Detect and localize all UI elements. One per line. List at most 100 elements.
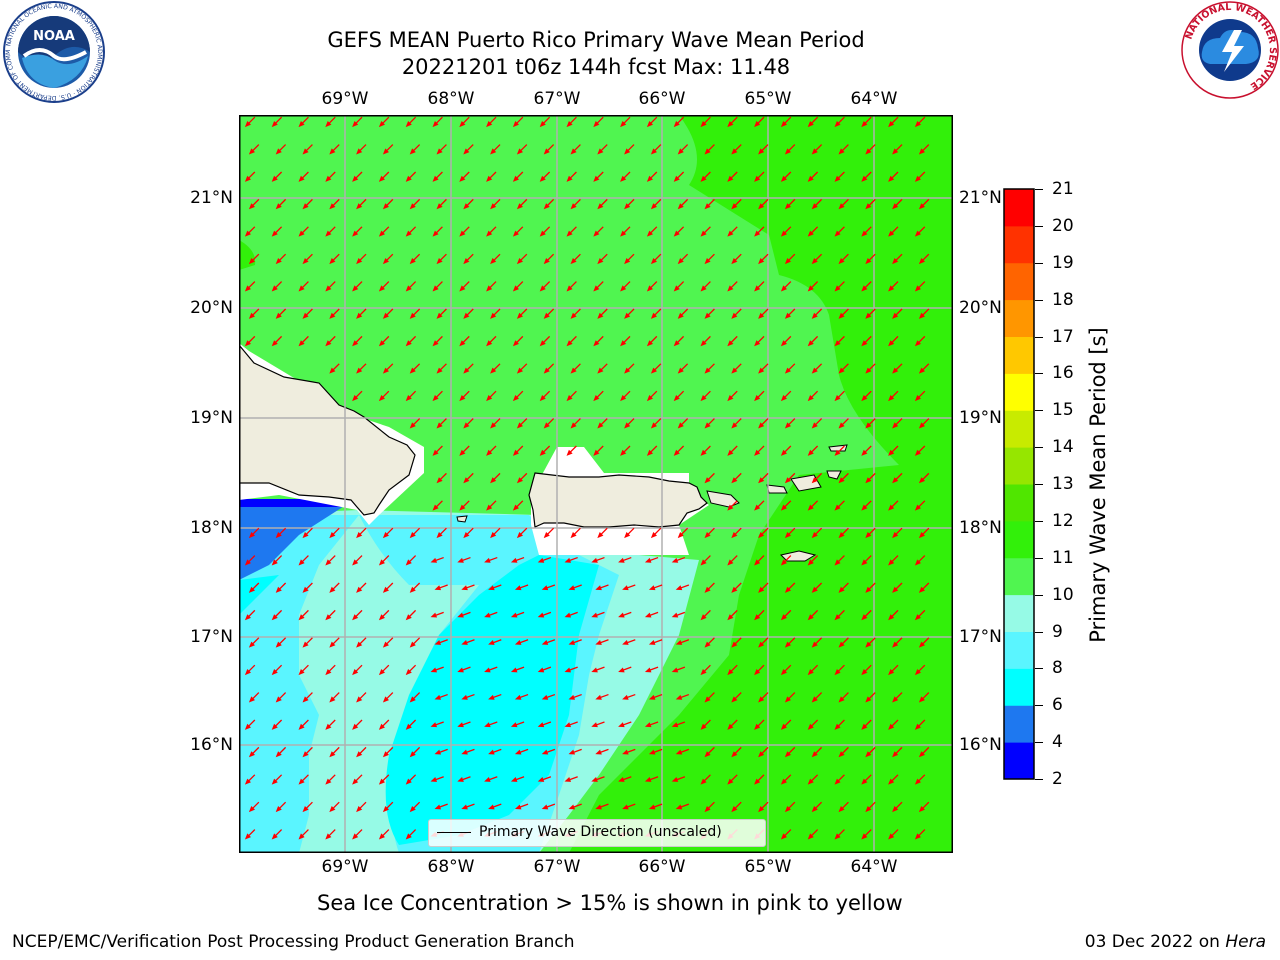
wave-arrow-head — [671, 722, 679, 728]
wave-arrow-head — [486, 395, 493, 402]
wave-arrow-head — [486, 340, 493, 347]
wave-arrow-head — [568, 694, 576, 700]
wave-arrow-head — [593, 230, 600, 237]
wave-arrow-head — [244, 559, 251, 566]
wave-arrow-head — [888, 723, 895, 730]
wave-arrow-head — [244, 723, 251, 730]
wave-arrow-head — [568, 640, 576, 645]
wave-arrow-head — [271, 833, 278, 840]
wave-arrow-head — [488, 804, 495, 810]
wave-arrow-head — [865, 312, 872, 319]
wave-arrow-head — [673, 121, 680, 128]
wave-arrow-head — [618, 557, 625, 563]
wave-arrow-head — [591, 612, 598, 618]
wave-arrow-head — [648, 640, 656, 645]
wave-arrow-head — [918, 148, 925, 155]
wave-arrow-head — [488, 694, 495, 700]
wave-arrow-head — [892, 422, 899, 429]
wave-arrow-head — [461, 640, 468, 645]
wave-arrow-head — [704, 751, 711, 758]
wave-arrow-head — [382, 532, 389, 539]
wave-arrow-head — [463, 148, 470, 155]
wave-arrow-head — [780, 669, 787, 676]
wave-arrow-head — [834, 175, 841, 182]
wave-arrow-head — [650, 148, 657, 155]
wave-arrow-head — [356, 696, 363, 703]
wave-arrow-head — [914, 559, 921, 566]
wave-arrow-head — [490, 422, 497, 429]
wave-arrow-head — [459, 340, 466, 347]
colorbar-tick-mark — [1035, 373, 1043, 375]
wave-arrow-head — [409, 312, 416, 319]
wave-arrow-head — [271, 121, 278, 128]
wave-arrow-head — [564, 612, 572, 618]
wave-arrow-head — [382, 751, 389, 758]
wave-arrow-head — [564, 777, 572, 782]
wave-arrow-head — [758, 641, 765, 648]
wave-arrow-head — [918, 586, 925, 593]
wave-arrow-head — [490, 367, 497, 374]
wave-arrow-head — [838, 641, 845, 648]
colorbar-segment — [1004, 668, 1034, 706]
wave-arrow-head — [838, 696, 845, 703]
wave-arrow-head — [378, 778, 385, 785]
wave-arrow-head — [591, 777, 598, 782]
wave-arrow-head — [624, 422, 631, 429]
wave-arrow-head — [918, 312, 925, 319]
wave-arrow-head — [275, 696, 282, 703]
wave-arrow-head — [539, 449, 546, 456]
wave-arrow-head — [463, 532, 470, 539]
wave-arrow-head — [807, 121, 814, 128]
wave-arrow-head — [248, 312, 255, 319]
wave-arrow-head — [914, 778, 921, 785]
wave-arrow-head — [700, 778, 707, 785]
colorbar-segment — [1004, 705, 1034, 743]
wave-arrow-head — [541, 804, 549, 810]
wave-arrow-head — [648, 694, 656, 700]
wave-arrow-head — [325, 230, 332, 237]
wave-arrow-head — [537, 777, 545, 782]
wave-arrow-head — [248, 203, 255, 210]
wave-arrow-head — [510, 777, 518, 782]
wave-arrow-head — [671, 667, 679, 673]
wave-arrow-head — [597, 148, 604, 155]
wave-arrow-head — [677, 422, 684, 429]
wave-arrow-head — [514, 804, 522, 810]
wave-arrow-head — [807, 175, 814, 182]
wave-arrow-head — [700, 614, 707, 621]
wave-arrow-head — [405, 121, 412, 128]
wave-arrow-head — [780, 504, 787, 511]
wave-arrow-head — [484, 667, 491, 673]
wave-arrow-head — [620, 449, 627, 456]
wave-arrow-head — [731, 148, 738, 155]
wave-arrow-head — [432, 504, 439, 511]
wave-arrow-head — [382, 312, 389, 319]
wave-arrow-head — [624, 258, 631, 265]
wave-arrow-head — [675, 585, 683, 591]
wave-arrow-head — [677, 148, 684, 155]
wave-arrow-head — [352, 340, 359, 347]
wave-arrow-head — [731, 203, 738, 210]
wave-arrow-head — [597, 422, 604, 429]
wave-arrow-head — [914, 285, 921, 292]
wave-arrow-head — [409, 532, 416, 539]
wave-arrow-head — [758, 586, 765, 593]
colorbar-segment — [1004, 410, 1034, 448]
wave-arrow-head — [727, 230, 734, 237]
wave-arrow-head — [325, 175, 332, 182]
wave-arrow-head — [861, 395, 868, 402]
wave-arrow-head — [865, 806, 872, 813]
wave-arrow-head — [648, 585, 656, 591]
wave-arrow-head — [409, 148, 416, 155]
wave-arrow-head — [727, 614, 734, 621]
wave-arrow-head — [329, 586, 336, 593]
wave-arrow-head — [461, 585, 468, 591]
wave-arrow-head — [838, 532, 845, 539]
wave-arrow-head — [568, 749, 576, 755]
wave-arrow-head — [356, 148, 363, 155]
colorbar-tick-mark — [1035, 779, 1043, 780]
wave-arrow-head — [432, 175, 439, 182]
wave-arrow-head — [490, 532, 497, 539]
wave-arrow-head — [570, 367, 577, 374]
wave-arrow-head — [539, 230, 546, 237]
